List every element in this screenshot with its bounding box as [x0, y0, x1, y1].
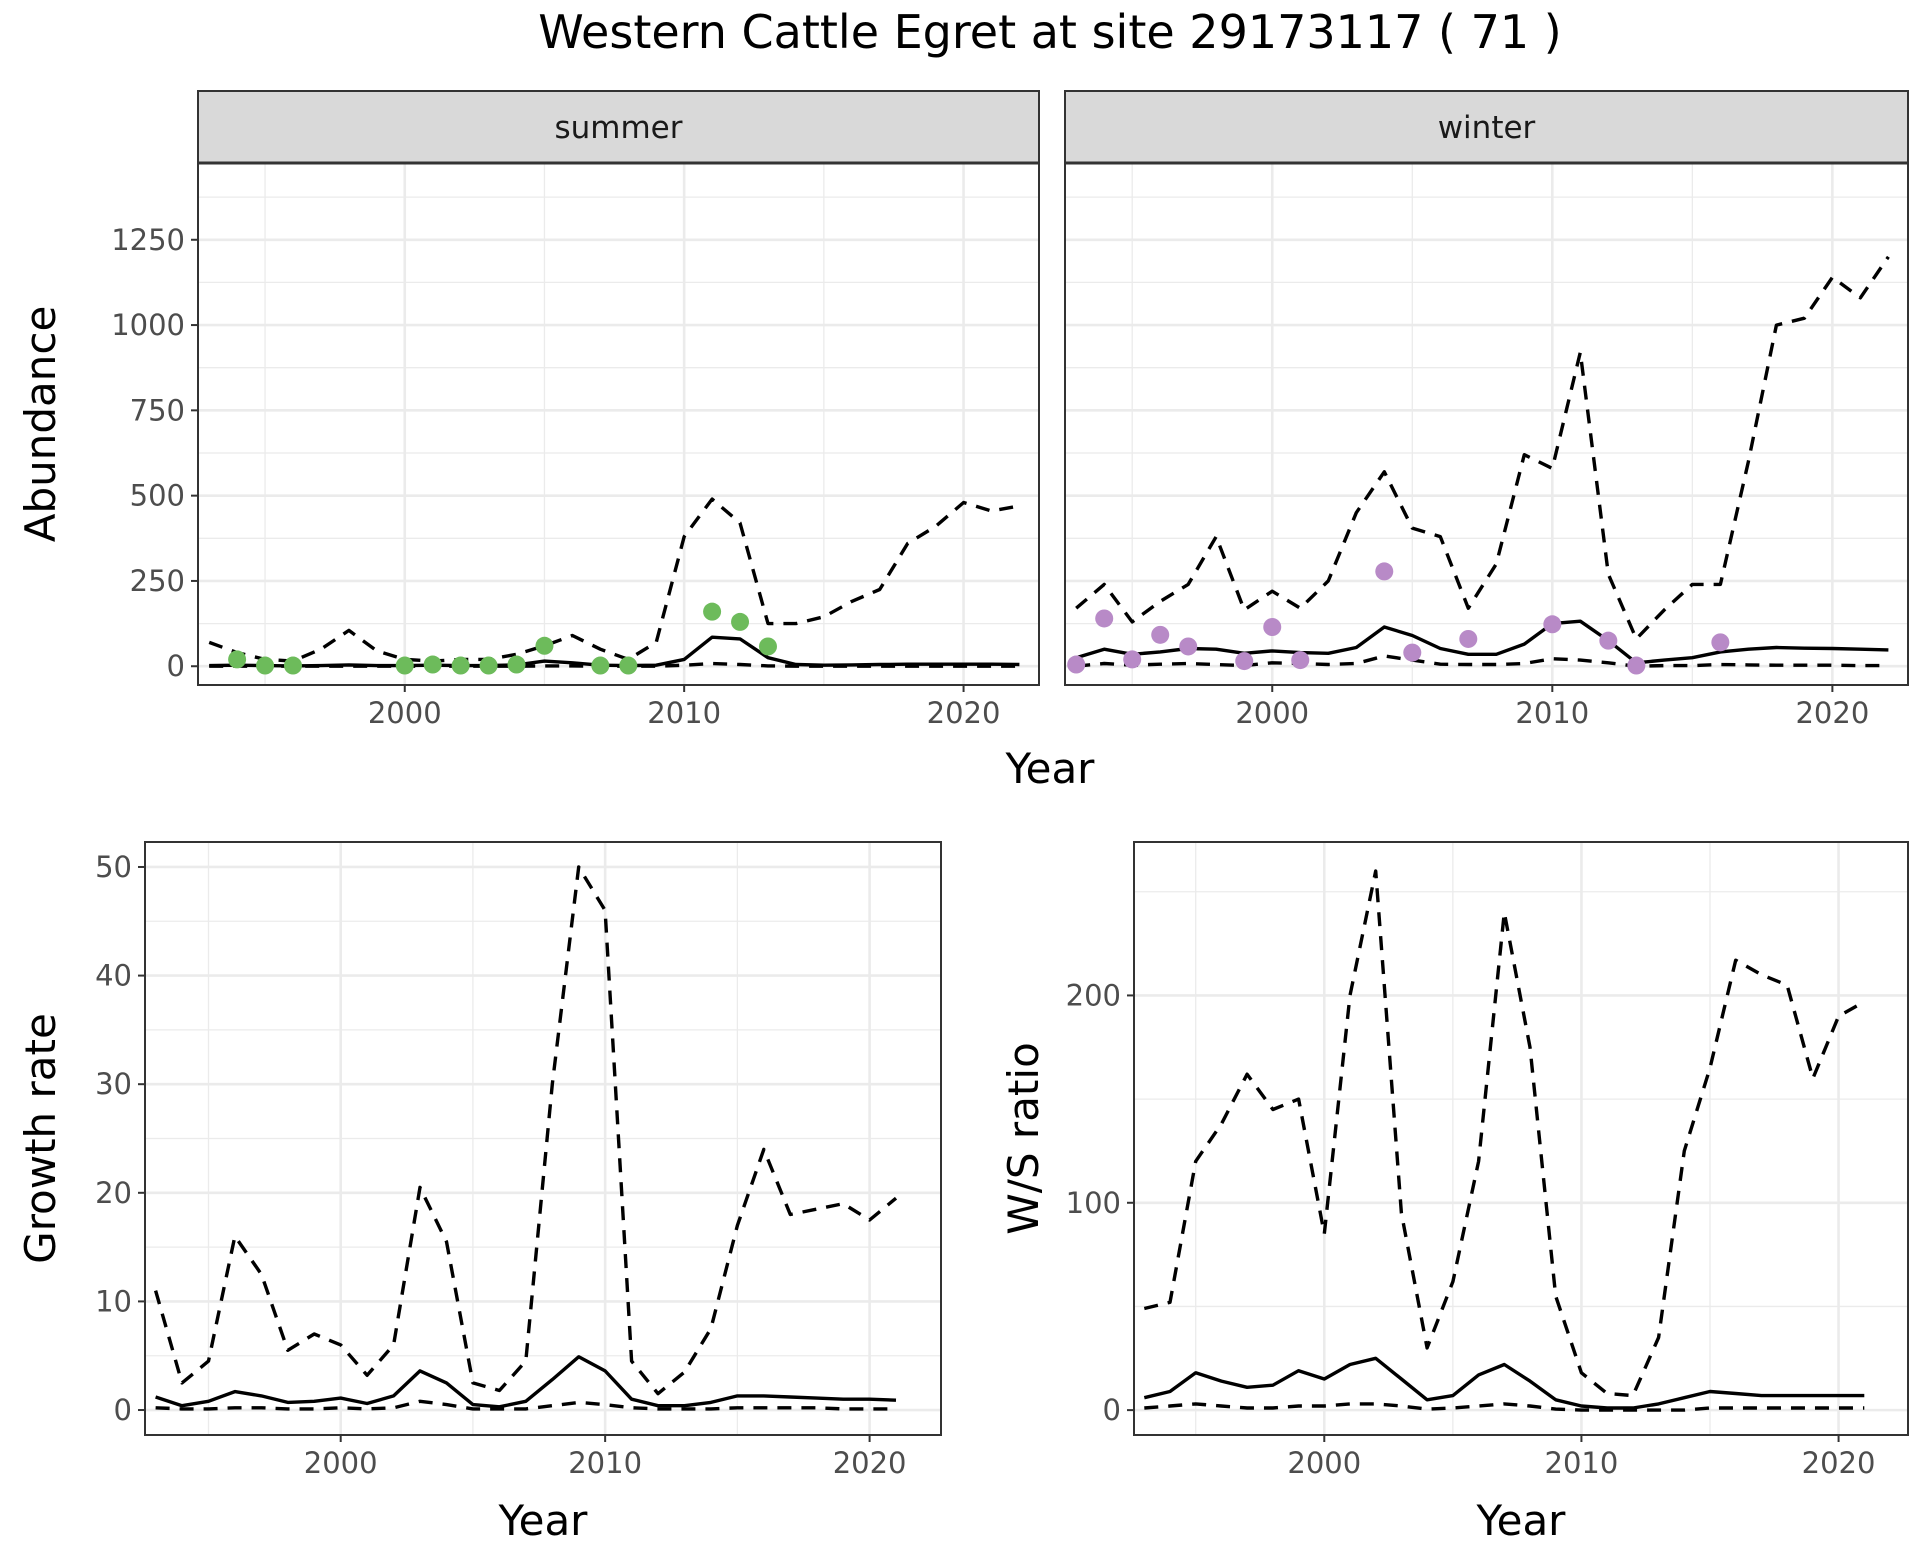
series-line-dashed-1 [208, 497, 1020, 663]
y-tick-label: 200 [1066, 978, 1121, 1012]
data-point [1263, 618, 1282, 636]
data-point [1375, 562, 1394, 581]
x-tick-label: 2000 [304, 1446, 378, 1480]
data-point [1627, 656, 1646, 675]
y-tick-label: 750 [130, 393, 185, 427]
y-axis-title: W/S ratio [999, 1042, 1048, 1235]
data-point [1291, 651, 1310, 670]
data-point [1403, 643, 1422, 662]
y-tick-label: 250 [130, 564, 185, 598]
data-point [1095, 609, 1114, 628]
facet-label-winter: winter [1438, 110, 1536, 146]
series-line-solid-0 [155, 1355, 897, 1409]
data-point [1543, 615, 1562, 634]
top-row-x-axis-title: Year [1005, 744, 1096, 793]
x-tick-label: 2010 [1515, 696, 1589, 730]
data-point [1459, 629, 1478, 648]
data-point [591, 656, 610, 675]
series-layer [208, 497, 1020, 675]
x-tick-label: 2010 [568, 1446, 642, 1480]
series-line-dashed-2 [209, 661, 1020, 668]
chart-ws-ratio: 2000 2010 2020 0 100 200 Year W/S ratio [999, 841, 1909, 1545]
data-point [507, 655, 526, 674]
y-axis-title: Growth rate [16, 1013, 65, 1264]
data-point [1599, 631, 1618, 650]
data-point [1067, 655, 1086, 674]
x-tick-label: 2000 [368, 696, 442, 730]
y-tick-label: 1000 [111, 308, 185, 342]
series-line-dashed-1 [1143, 869, 1866, 1398]
chart-growth-rate: 2000 2010 2020 0 10 20 30 40 50 Year Growth rate [16, 841, 942, 1545]
x-tick-label: 2020 [833, 1446, 907, 1480]
figure-title: Western Cattle Egret at site 29173117 ( … [538, 5, 1561, 59]
data-point [451, 656, 470, 675]
x-axis-title: Year [1476, 1496, 1567, 1545]
x-axis-title: Year [498, 1496, 589, 1545]
data-point [619, 656, 638, 675]
panel-border [144, 841, 942, 1436]
data-point [535, 636, 554, 655]
chart-abundance-summer: summer 2000 2010 2020 0 250 500 750 1000 1250 Abun… [16, 90, 1040, 730]
series-layer [1067, 255, 1890, 675]
data-point [395, 656, 414, 675]
data-point [256, 656, 275, 675]
data-point [283, 656, 302, 675]
y-tick-label: 30 [95, 1067, 132, 1101]
facet-strip [197, 90, 1040, 164]
data-point [479, 656, 498, 675]
y-tick-label: 0 [114, 1393, 132, 1427]
series-line-dashed-1 [1075, 255, 1890, 641]
y-tick-label: 20 [95, 1176, 132, 1210]
data-point [731, 612, 750, 631]
x-tick-label: 2020 [1802, 1446, 1876, 1480]
y-tick-label: 100 [1066, 1186, 1121, 1220]
facet-label-summer: summer [554, 110, 682, 146]
data-point [703, 602, 722, 621]
series-line-dashed-2 [1144, 1402, 1865, 1412]
facet-strip [1064, 90, 1909, 164]
y-tick-label: 0 [1103, 1393, 1121, 1427]
data-point [228, 650, 247, 669]
data-point [1235, 652, 1254, 671]
y-tick-label: 50 [95, 850, 132, 884]
chart-abundance-winter: winter 2000 2010 2020 [1064, 90, 1909, 730]
data-point [1179, 637, 1198, 656]
series-line-dashed-1 [153, 865, 898, 1396]
series-layer [1143, 869, 1866, 1412]
y-tick-label: 1250 [111, 223, 185, 257]
x-tick-label: 2010 [1545, 1446, 1619, 1480]
y-axis-title: Abundance [16, 306, 65, 543]
series-layer [153, 865, 898, 1411]
y-tick-label: 0 [167, 649, 185, 683]
x-tick-label: 2010 [647, 696, 721, 730]
x-tick-label: 2000 [1235, 696, 1309, 730]
x-tick-label: 2020 [1795, 696, 1869, 730]
series-line-solid-0 [1075, 619, 1889, 665]
y-tick-label: 40 [95, 959, 132, 993]
y-tick-label: 500 [130, 479, 185, 513]
panel-border [1133, 841, 1909, 1436]
series-line-solid-0 [1143, 1356, 1865, 1410]
data-point [758, 637, 777, 656]
data-point [423, 655, 442, 674]
data-point [1711, 633, 1730, 652]
data-point [1151, 625, 1170, 644]
x-tick-label: 2020 [927, 696, 1001, 730]
series-line-solid-0 [209, 635, 1020, 668]
data-point [1123, 650, 1142, 669]
x-tick-label: 2000 [1287, 1446, 1361, 1480]
series-line-dashed-2 [1076, 654, 1889, 668]
y-tick-label: 10 [95, 1284, 132, 1318]
series-line-dashed-2 [155, 1399, 896, 1411]
